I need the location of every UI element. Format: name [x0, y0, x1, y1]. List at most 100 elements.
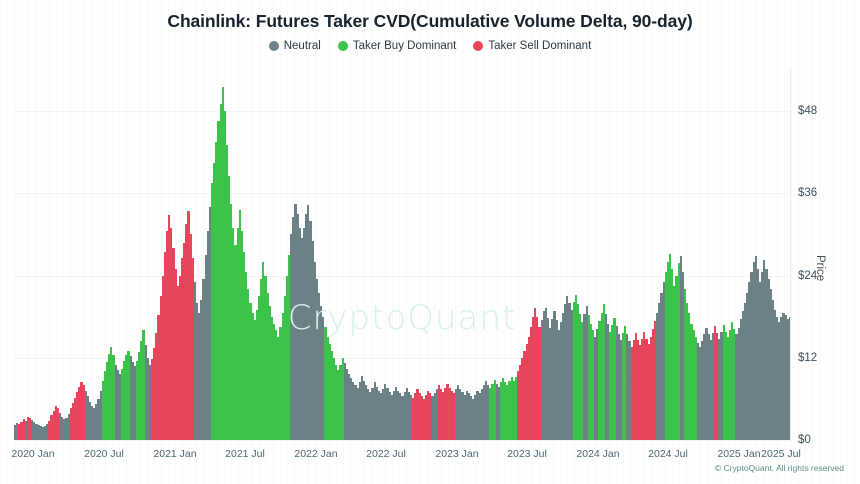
bar[interactable]: [662, 282, 665, 440]
bar[interactable]: [343, 363, 346, 440]
bar[interactable]: [332, 357, 336, 440]
bar[interactable]: [339, 364, 342, 440]
bar[interactable]: [549, 327, 552, 440]
bar[interactable]: [602, 304, 605, 440]
bar[interactable]: [538, 326, 541, 440]
bar[interactable]: [416, 389, 419, 440]
bar[interactable]: [688, 313, 691, 440]
bar[interactable]: [692, 330, 695, 440]
bar[interactable]: [202, 278, 205, 440]
bar[interactable]: [446, 383, 449, 440]
bar[interactable]: [354, 385, 357, 440]
bar[interactable]: [624, 326, 627, 440]
bar[interactable]: [270, 316, 274, 440]
bar[interactable]: [268, 306, 271, 440]
bar[interactable]: [506, 385, 509, 440]
bar[interactable]: [532, 316, 535, 440]
bar[interactable]: [275, 330, 278, 440]
bar[interactable]: [221, 87, 224, 440]
bar[interactable]: [780, 316, 783, 440]
bar[interactable]: [707, 334, 710, 440]
bar[interactable]: [328, 344, 331, 440]
bar[interactable]: [728, 330, 732, 440]
bar[interactable]: [540, 320, 543, 440]
bar[interactable]: [243, 251, 246, 440]
bar[interactable]: [168, 215, 171, 440]
bar[interactable]: [31, 420, 34, 440]
bar[interactable]: [658, 302, 661, 440]
bar[interactable]: [726, 337, 729, 440]
bar[interactable]: [534, 307, 537, 440]
bar[interactable]: [630, 346, 633, 440]
bar[interactable]: [517, 371, 520, 440]
bar[interactable]: [756, 268, 759, 440]
bar[interactable]: [33, 422, 36, 440]
bar[interactable]: [508, 381, 511, 440]
bar[interactable]: [786, 319, 789, 440]
bar[interactable]: [491, 383, 494, 440]
bar[interactable]: [123, 360, 126, 440]
bar[interactable]: [174, 268, 177, 440]
bar[interactable]: [97, 398, 100, 440]
bar[interactable]: [499, 382, 503, 440]
plot-area[interactable]: CryptoQuant: [14, 70, 792, 441]
bar[interactable]: [386, 387, 389, 440]
bar[interactable]: [185, 224, 188, 440]
bar[interactable]: [103, 371, 107, 440]
bar[interactable]: [388, 392, 391, 440]
bar[interactable]: [225, 145, 229, 440]
bar[interactable]: [180, 258, 184, 440]
bar[interactable]: [95, 404, 98, 440]
bar[interactable]: [422, 398, 425, 440]
bar[interactable]: [576, 304, 580, 440]
bar[interactable]: [711, 333, 714, 440]
bar[interactable]: [151, 359, 154, 440]
bar[interactable]: [178, 275, 181, 440]
bar[interactable]: [673, 285, 676, 440]
bar[interactable]: [281, 313, 284, 440]
bar[interactable]: [465, 390, 468, 440]
bar[interactable]: [48, 420, 51, 440]
bar[interactable]: [99, 390, 102, 440]
bar[interactable]: [750, 272, 753, 440]
bar[interactable]: [656, 312, 659, 440]
bar[interactable]: [675, 275, 678, 440]
bar[interactable]: [52, 411, 55, 440]
bar[interactable]: [420, 396, 423, 440]
bar[interactable]: [484, 381, 488, 440]
bar[interactable]: [639, 345, 642, 440]
bar[interactable]: [234, 244, 237, 440]
bar[interactable]: [767, 278, 770, 440]
bar[interactable]: [58, 412, 62, 440]
bar[interactable]: [748, 282, 751, 440]
bar[interactable]: [350, 378, 353, 440]
bar[interactable]: [283, 296, 286, 440]
bar[interactable]: [636, 339, 640, 440]
bar[interactable]: [735, 334, 738, 440]
bar[interactable]: [613, 318, 616, 440]
bar[interactable]: [315, 278, 318, 440]
bar[interactable]: [88, 401, 92, 440]
bar[interactable]: [249, 302, 252, 440]
bar[interactable]: [461, 392, 464, 440]
bar[interactable]: [54, 405, 57, 440]
bar[interactable]: [309, 220, 312, 440]
bar[interactable]: [497, 386, 500, 440]
bar[interactable]: [163, 251, 166, 440]
bar[interactable]: [643, 331, 646, 440]
bar[interactable]: [208, 207, 211, 440]
bar[interactable]: [262, 261, 265, 440]
bar[interactable]: [690, 323, 693, 440]
bar[interactable]: [671, 268, 674, 440]
bar[interactable]: [454, 389, 458, 440]
bar[interactable]: [264, 275, 267, 440]
bar[interactable]: [146, 357, 149, 440]
bar[interactable]: [273, 323, 276, 440]
bar[interactable]: [260, 278, 263, 440]
bar[interactable]: [521, 357, 524, 440]
bar[interactable]: [647, 344, 650, 440]
bar[interactable]: [20, 422, 23, 440]
bar[interactable]: [305, 213, 308, 440]
bar[interactable]: [758, 282, 762, 440]
bar[interactable]: [294, 203, 297, 440]
